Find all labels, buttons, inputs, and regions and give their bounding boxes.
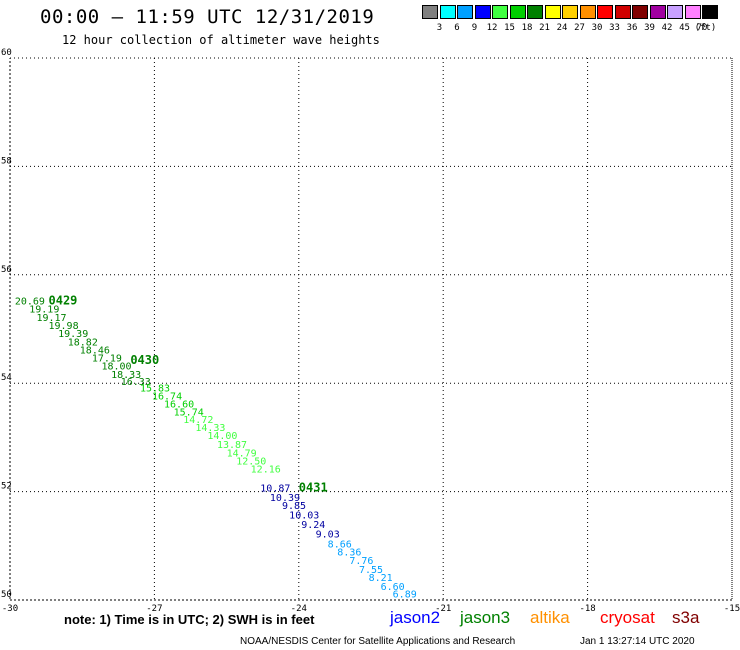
footer-note: note: 1) Time is in UTC; 2) SWH is in fe… xyxy=(64,612,315,627)
scale-unit: (ft) xyxy=(694,23,717,33)
map-title: 00:00 – 11:59 UTC 12/31/2019 xyxy=(40,6,375,28)
wave-height-label: 17.19 xyxy=(92,354,122,365)
wave-height-label: 8.36 xyxy=(337,548,361,559)
pass-time-label: 0429 xyxy=(49,294,78,308)
wave-height-label: 16.74 xyxy=(152,391,182,402)
satellite-altika: altika xyxy=(530,608,570,627)
wave-height-label: 8.21 xyxy=(369,573,393,584)
lon-tick-label: -15 xyxy=(724,604,740,614)
scale-label: 45 xyxy=(679,23,690,33)
wave-height-label: 13.87 xyxy=(217,440,247,451)
scale-swatch xyxy=(439,5,456,19)
scale-swatch xyxy=(422,5,438,19)
map-frame xyxy=(9,57,733,601)
scale-swatch xyxy=(684,5,701,19)
lat-tick-label: 56 xyxy=(1,265,12,275)
scale-label: 36 xyxy=(626,23,638,33)
wave-height-label: 19.39 xyxy=(58,329,88,340)
wave-height-label: 10.39 xyxy=(270,493,300,504)
pass-time-label: 0430 xyxy=(130,353,159,367)
scale-label: 27 xyxy=(574,23,585,33)
scale-label: 9 xyxy=(471,23,478,33)
wave-height-label: 10.87 xyxy=(260,484,290,495)
scale-swatch xyxy=(527,5,543,19)
scale-swatch xyxy=(649,5,666,19)
map-subtitle: 12 hour collection of altimeter wave hei… xyxy=(62,33,380,47)
credit-line: NOAA/NESDIS Center for Satellite Applica… xyxy=(240,636,516,647)
wave-height-label: 8.66 xyxy=(328,539,352,550)
scale-swatch xyxy=(579,5,596,19)
lat-tick-label: 54 xyxy=(1,373,12,383)
wave-height-label: 10.03 xyxy=(289,511,319,522)
scale-swatch xyxy=(474,5,491,19)
lon-tick-label: -27 xyxy=(146,604,162,614)
lon-tick-label: -30 xyxy=(2,604,18,614)
scale-label: 33 xyxy=(609,23,620,33)
wave-height-label: 12.50 xyxy=(236,457,266,468)
satellite-s3a: s3a xyxy=(672,608,700,627)
wave-height-label: 7.55 xyxy=(359,565,383,576)
wave-height-label: 14.00 xyxy=(207,431,237,442)
wave-height-label: 14.79 xyxy=(227,448,257,459)
wave-height-label: 16.60 xyxy=(164,400,194,411)
wave-height-label: 9.24 xyxy=(301,520,325,531)
pass-time-label: 0431 xyxy=(299,481,328,495)
wave-height-label: 15.74 xyxy=(174,408,204,419)
scale-swatch xyxy=(544,5,561,19)
wave-height-label: 16.33 xyxy=(121,377,151,388)
wave-height-label: 14.72 xyxy=(183,415,213,426)
lat-tick-label: 58 xyxy=(1,156,12,166)
scale-swatch xyxy=(509,5,526,19)
wave-height-label: 7.76 xyxy=(349,556,373,567)
scale-label: 70 xyxy=(696,23,708,33)
satellite-cryosat: cryosat xyxy=(600,608,655,627)
wave-height-label: 18.33 xyxy=(111,370,141,381)
scale-label: 21 xyxy=(539,23,550,33)
lat-tick-label: 52 xyxy=(1,482,12,492)
timestamp: Jan 1 13:27:14 UTC 2020 xyxy=(580,636,695,647)
wave-height-label: 6.60 xyxy=(381,582,405,593)
scale-label: 39 xyxy=(644,23,655,33)
scale-label: 30 xyxy=(591,23,603,33)
wave-height-label: 9.03 xyxy=(316,530,340,541)
wave-height-label: 14.33 xyxy=(195,423,225,434)
scale-label: 3 xyxy=(436,23,443,33)
scale-swatch xyxy=(562,5,578,19)
scale-label: 15 xyxy=(504,23,515,33)
scale-label: 18 xyxy=(521,23,533,33)
scale-swatch xyxy=(597,5,613,19)
wave-height-label: 9.85 xyxy=(282,501,306,512)
scale-swatch xyxy=(457,5,473,19)
wave-height-label: 6.89 xyxy=(393,589,417,600)
wave-height-label: 19.19 xyxy=(29,305,59,316)
lat-tick-label: 60 xyxy=(1,48,12,58)
wave-height-label: 19.17 xyxy=(36,313,66,324)
scale-label: 24 xyxy=(556,23,568,33)
scale-swatch xyxy=(492,5,508,19)
lat-tick-label: 50 xyxy=(1,590,12,600)
satellite-jason3: jason3 xyxy=(460,608,511,627)
wave-height-label: 19.98 xyxy=(49,321,79,332)
wave-height-label: 18.46 xyxy=(80,345,110,356)
wave-height-label: 12.16 xyxy=(251,465,281,476)
scale-label: 6 xyxy=(454,23,460,33)
wave-height-label: 15.83 xyxy=(140,383,170,394)
wave-height-label: 18.82 xyxy=(68,337,98,348)
lon-tick-label: -18 xyxy=(579,604,595,614)
scale-swatch xyxy=(632,5,648,19)
scale-label: 42 xyxy=(661,23,673,33)
lon-tick-label: -21 xyxy=(435,604,451,614)
scale-swatch xyxy=(702,5,718,19)
wave-height-label: 18.00 xyxy=(101,362,131,373)
lon-tick-label: -24 xyxy=(291,604,307,614)
scale-swatch xyxy=(614,5,631,19)
scale-label: 12 xyxy=(486,23,498,33)
scale-swatch xyxy=(667,5,683,19)
wave-height-label: 20.69 xyxy=(15,297,45,308)
satellite-jason2: jason2 xyxy=(390,608,441,627)
